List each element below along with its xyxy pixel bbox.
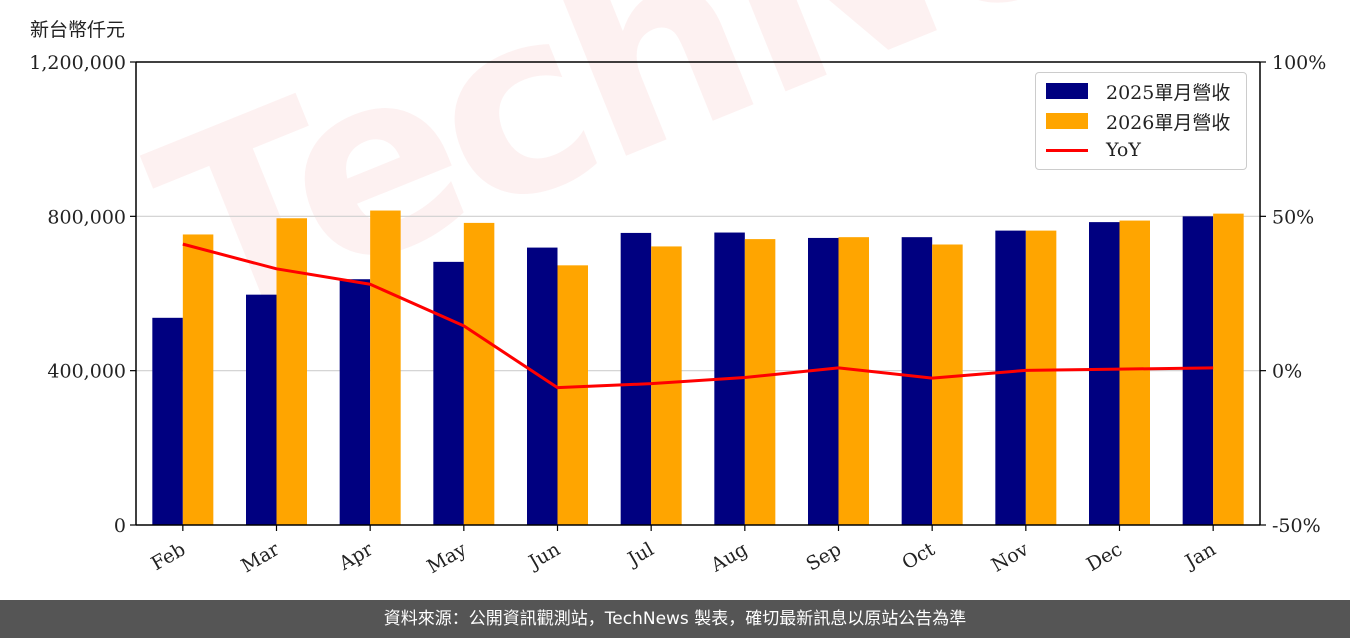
legend-label-2026: 2026單月營收: [1106, 111, 1231, 134]
legend-item-2026: 2026單月營收: [1046, 109, 1231, 134]
bar-2025單月營收-Apr: [339, 279, 371, 525]
x-tick-label-Jun: Jun: [523, 538, 564, 574]
legend-label-2025: 2025單月營收: [1106, 81, 1231, 104]
left-tick-label: 0: [114, 515, 126, 537]
bar-2025單月營收-Feb: [152, 317, 183, 525]
revenue-chart: 0 400,000 800,000 1,200,000 -50% 0% 50% 100% Feb…: [29, 52, 1326, 578]
bar-2025單月營收-Oct: [901, 237, 933, 525]
left-tick-label: 1,200,000: [29, 52, 126, 74]
left-tick-label: 400,000: [47, 361, 126, 383]
right-tick-label: 0%: [1272, 361, 1302, 383]
bar-2026單月營收-Dec: [1119, 220, 1150, 525]
bar-2025單月營收-Jun: [527, 247, 558, 526]
bar-2026單月營收-Apr: [370, 210, 401, 525]
bar-2025單月營收-Sep: [808, 237, 839, 525]
x-tick-label-Aug: Aug: [706, 538, 751, 577]
bar-2026單月營收-Jan: [1213, 213, 1244, 525]
legend-swatch-2026: [1046, 113, 1088, 129]
bar-2025單月營收-Mar: [246, 294, 277, 525]
bar-2025單月營收-Dec: [1089, 222, 1120, 525]
bar-2026單月營收-Oct: [932, 244, 963, 526]
bar-2025單月營收-Nov: [995, 230, 1026, 525]
x-tick-label-Feb: Feb: [148, 538, 190, 575]
x-tick-label-Jul: Jul: [622, 538, 657, 571]
x-tick-label-May: May: [423, 538, 470, 578]
bar-2025單月營收-Jan: [1182, 216, 1214, 526]
bar-2026單月營收-Mar: [276, 218, 307, 525]
bar-2025單月營收-Jul: [620, 232, 652, 525]
legend-line-yoy: [1046, 148, 1088, 152]
bar-2026單月營收-Aug: [744, 239, 776, 525]
bar-2026單月營收-Jun: [557, 265, 588, 525]
x-tick-label-Oct: Oct: [898, 538, 939, 574]
x-tick-label-Sep: Sep: [802, 538, 845, 575]
x-tick-label-Nov: Nov: [988, 538, 1033, 577]
legend-label-yoy: YoY: [1106, 139, 1141, 161]
x-tick-label-Dec: Dec: [1083, 538, 1126, 576]
right-tick-label: 100%: [1272, 52, 1326, 74]
right-tick-label: 50%: [1272, 206, 1314, 228]
bar-2026單月營收-Nov: [1025, 230, 1057, 525]
legend-item-2025: 2025單月營收: [1046, 79, 1231, 104]
bar-2026單月營收-May: [463, 222, 495, 525]
chart-area: TechNews 新台幣仟元 0400,000800,0001,200,000-…: [29, 0, 1350, 578]
legend-item-yoy: YoY: [1046, 138, 1141, 162]
y-axis-unit-label: 新台幣仟元: [30, 19, 126, 41]
x-tick-label-Mar: Mar: [237, 538, 283, 577]
bar-2026單月營收-Feb: [182, 234, 214, 525]
bar-2026單月營收-Sep: [838, 237, 869, 525]
bar-2026單月營收-Jul: [651, 246, 682, 525]
source-footer: 資料來源：公開資訊觀測站，TechNews 製表，確切最新訊息以原站公告為準: [0, 600, 1350, 638]
x-tick-label-Jan: Jan: [1180, 538, 1220, 574]
x-tick-label-Apr: Apr: [335, 538, 378, 575]
right-tick-label: -50%: [1272, 515, 1321, 537]
yoy-line: [182, 242, 1214, 390]
legend-swatch-2025: [1046, 83, 1088, 99]
left-tick-label: 800,000: [47, 206, 126, 228]
chart-legend: 2025單月營收 2026單月營收 YoY: [1035, 72, 1247, 170]
bar-2025單月營收-May: [433, 261, 464, 525]
